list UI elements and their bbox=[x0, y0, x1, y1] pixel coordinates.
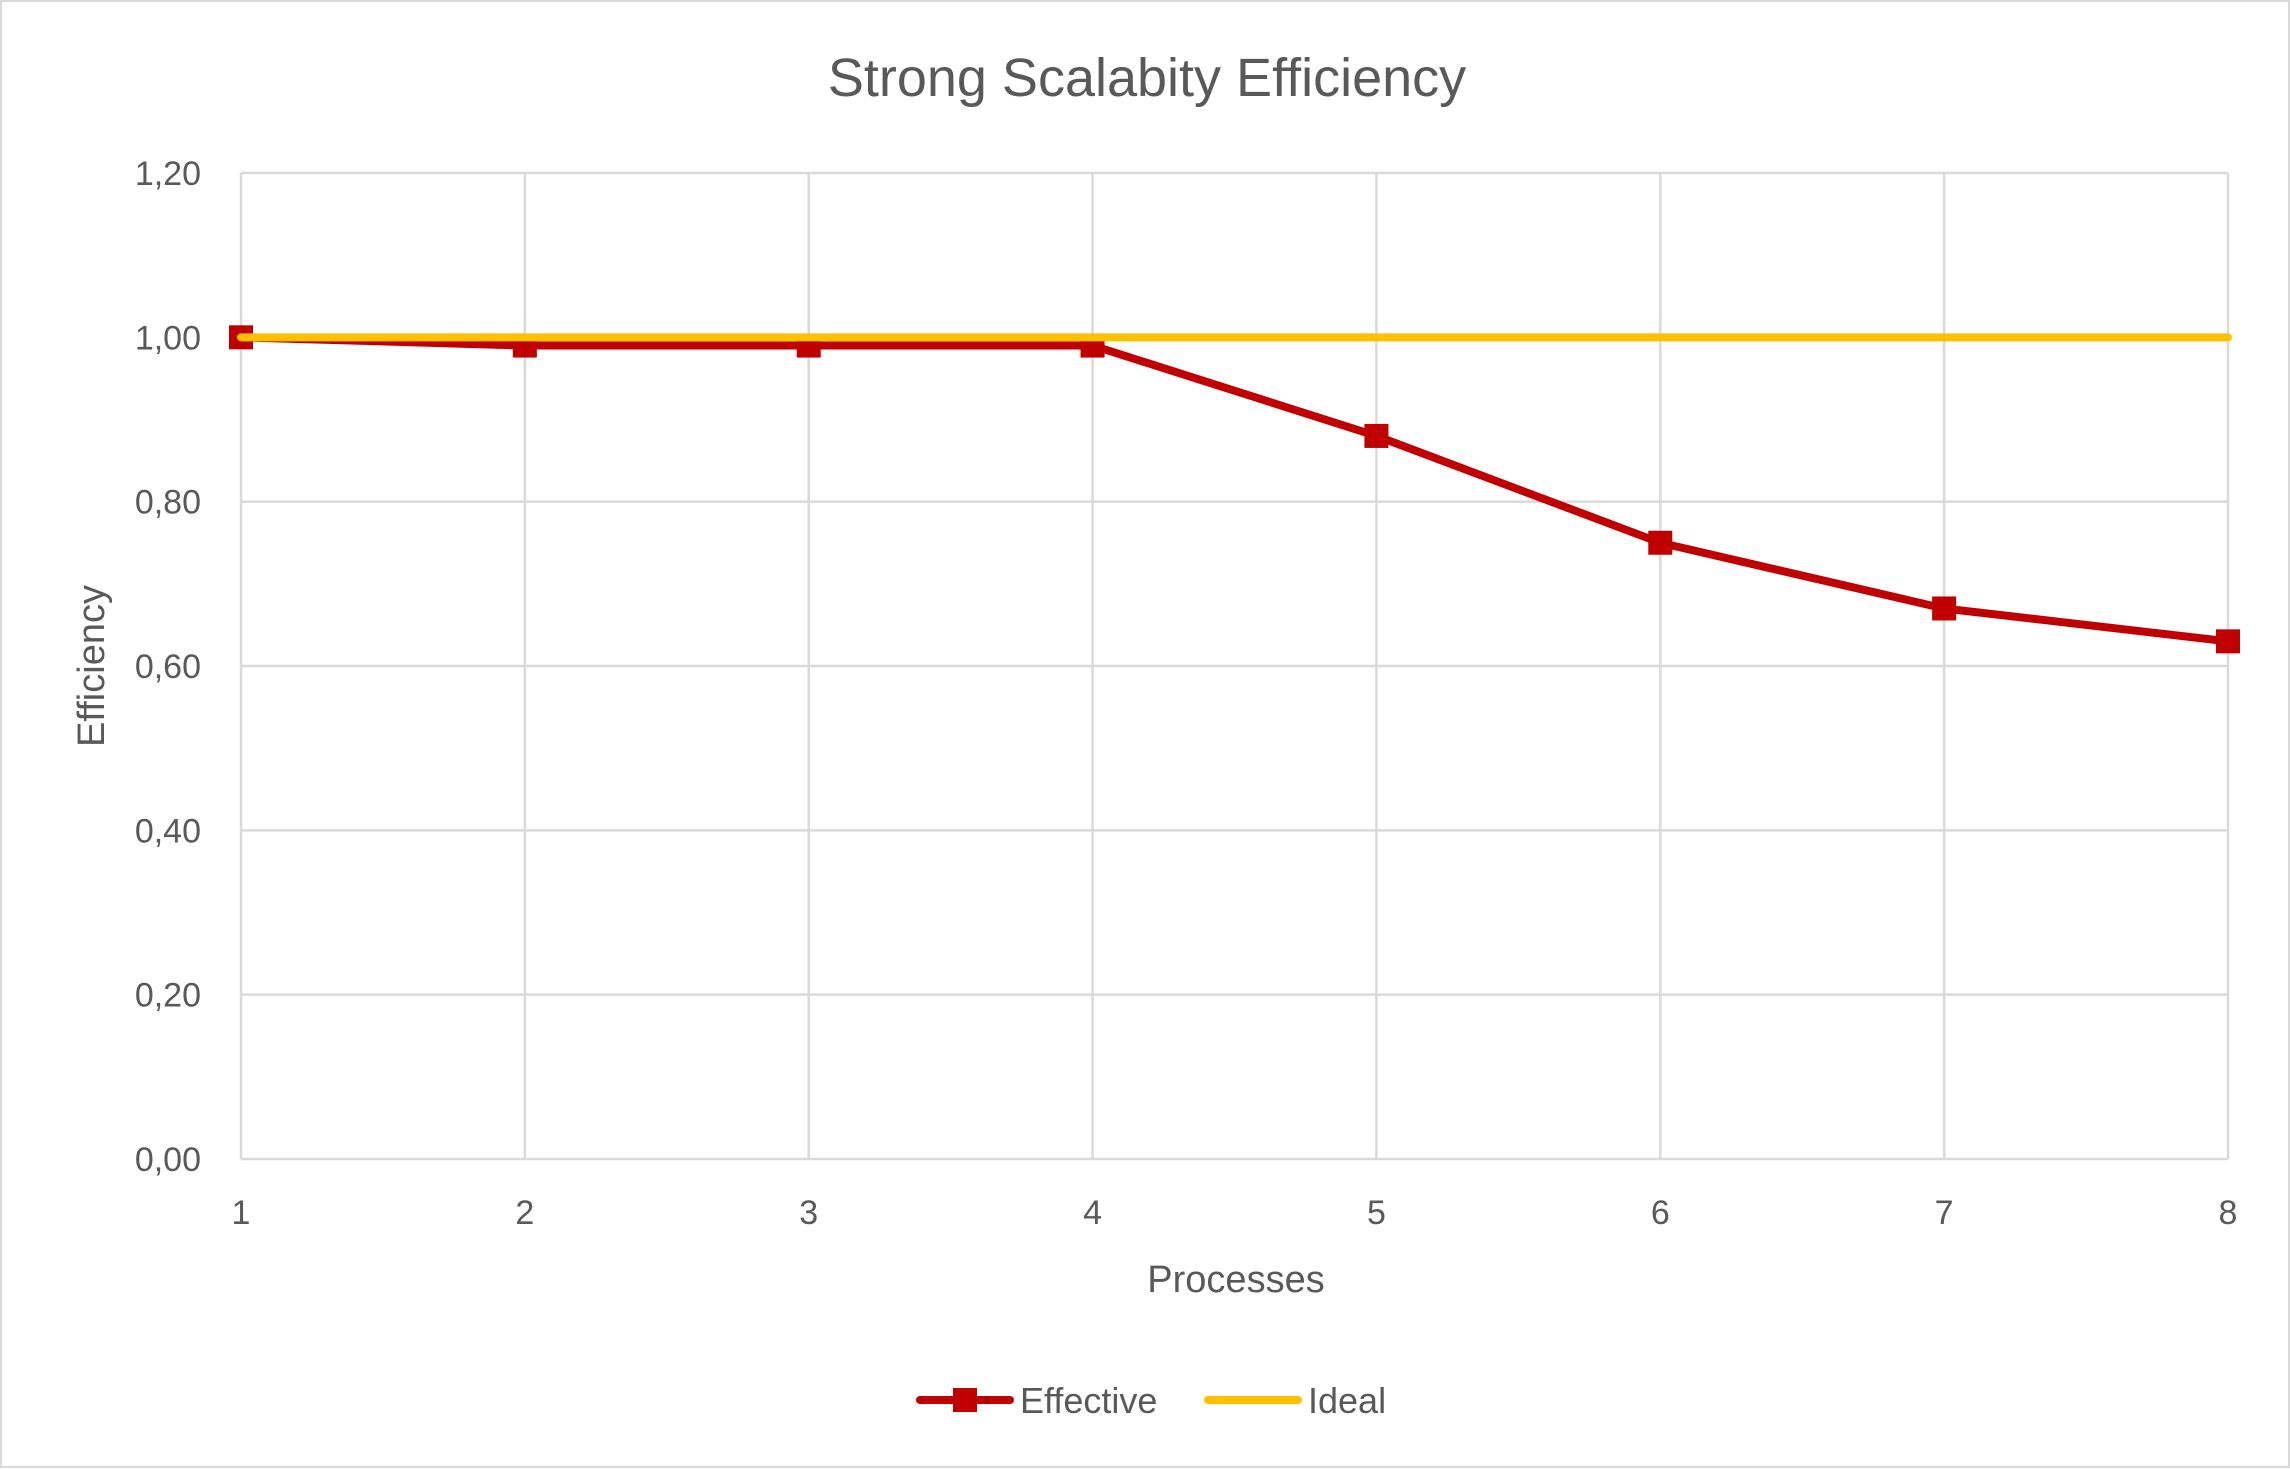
grid-lines bbox=[239, 171, 2230, 1161]
y-tick-label: 0,00 bbox=[135, 1141, 201, 1179]
y-tick-labels: 0,00 0,20 0,40 0,60 0,80 1,00 1,20 bbox=[135, 155, 201, 1179]
y-tick-label: 0,80 bbox=[135, 484, 201, 522]
y-tick-label: 1,20 bbox=[135, 155, 201, 193]
x-tick-label: 3 bbox=[799, 1194, 818, 1232]
data-point-effective bbox=[1648, 530, 1673, 555]
y-tick-label: 0,40 bbox=[135, 812, 201, 850]
x-tick-label: 5 bbox=[1367, 1194, 1386, 1232]
legend-label-effective: Effective bbox=[1020, 1380, 1157, 1421]
legend-marker-effective bbox=[953, 1388, 977, 1412]
y-axis-label: Efficiency bbox=[71, 585, 113, 747]
legend-label-ideal: Ideal bbox=[1308, 1380, 1386, 1421]
x-tick-label: 7 bbox=[1935, 1194, 1954, 1232]
legend: Effective Ideal bbox=[916, 1380, 1386, 1421]
x-tick-label: 4 bbox=[1083, 1194, 1102, 1232]
x-tick-label: 2 bbox=[515, 1194, 534, 1232]
y-tick-label: 0,60 bbox=[135, 648, 201, 686]
x-axis-label: Processes bbox=[1147, 1259, 1324, 1301]
x-tick-label: 8 bbox=[2219, 1194, 2238, 1232]
data-point-effective bbox=[1932, 596, 1957, 621]
data-point-effective bbox=[1364, 423, 1389, 448]
data-point-effective bbox=[2216, 629, 2240, 654]
series-layer bbox=[229, 325, 2240, 654]
series-line-effective bbox=[237, 333, 2232, 646]
x-tick-label: 6 bbox=[1651, 1194, 1670, 1232]
y-tick-label: 1,00 bbox=[135, 319, 201, 357]
chart-title: Strong Scalabity Efficiency bbox=[828, 48, 1466, 108]
x-tick-label: 1 bbox=[232, 1194, 251, 1232]
x-tick-labels: 1 2 3 4 5 6 7 8 bbox=[232, 1194, 2238, 1232]
y-tick-label: 0,20 bbox=[135, 977, 201, 1015]
